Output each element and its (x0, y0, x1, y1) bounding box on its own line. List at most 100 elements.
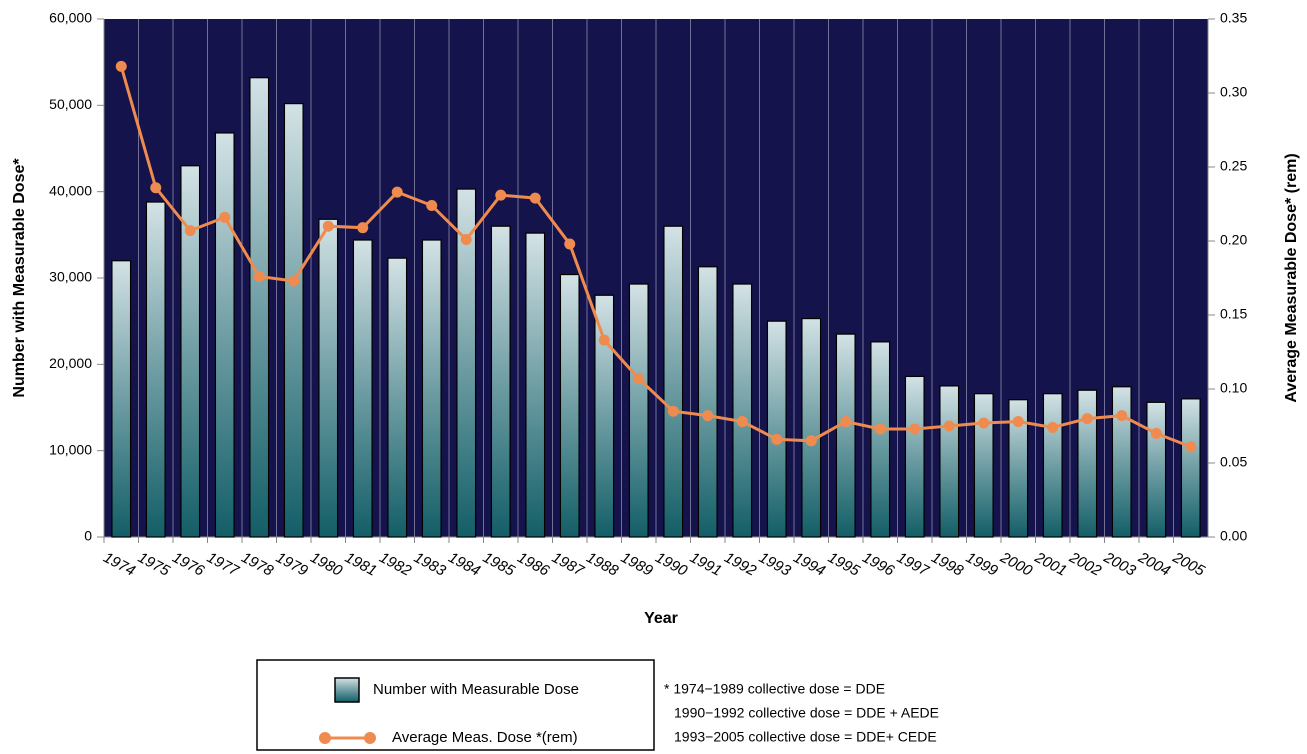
x-tick-label: 1995 (825, 549, 863, 580)
bar (835, 333, 856, 538)
bar (421, 239, 442, 538)
note: 1993−2005 collective dose = DDE+ CEDE (674, 729, 937, 745)
x-tick-label: 2002 (1066, 549, 1105, 580)
y-tick-label: 20,000 (49, 355, 92, 371)
legend-marker (319, 732, 331, 744)
y-axis-title: Number with Measurable Dose* (11, 158, 28, 398)
point (1185, 441, 1197, 453)
bar (1146, 401, 1167, 538)
x-tick-label: 1996 (860, 549, 898, 580)
bar (663, 225, 684, 538)
bar (249, 77, 270, 538)
note: * 1974−1989 collective dose = DDE (664, 681, 885, 697)
x-tick-label: 1985 (480, 549, 518, 580)
x-tick-label: 1986 (515, 549, 553, 580)
point (909, 423, 921, 435)
bar (283, 103, 304, 538)
x-tick-label: 2004 (1135, 549, 1173, 580)
x-tick-label: 2005 (1169, 549, 1208, 580)
bar (180, 165, 201, 538)
x-tick-label: 1984 (446, 549, 483, 580)
y2-tick-label: 0.05 (1220, 454, 1247, 470)
note: 1990−1992 collective dose = DDE + AEDE (674, 705, 939, 721)
point (564, 238, 576, 250)
y-tick-label: 60,000 (49, 10, 92, 26)
point (1012, 416, 1024, 428)
point (598, 334, 610, 346)
point (771, 433, 783, 445)
bar (111, 260, 132, 538)
x-tick-label: 1974 (101, 549, 138, 580)
point (1081, 413, 1093, 425)
bar (145, 201, 166, 538)
point (184, 225, 196, 237)
bar (939, 385, 960, 538)
bar (766, 320, 787, 538)
y-tick-label: 0 (84, 528, 92, 544)
point (667, 405, 679, 417)
point (1116, 410, 1128, 422)
bar (1111, 386, 1132, 538)
point (805, 435, 817, 447)
point (115, 60, 127, 72)
x-tick-label: 1975 (135, 549, 173, 580)
bar (1042, 393, 1063, 538)
point (391, 186, 403, 198)
point (219, 211, 231, 223)
point (1047, 421, 1059, 433)
y-tick-label: 30,000 (49, 269, 92, 285)
y2-tick-label: 0.35 (1220, 10, 1247, 26)
x-tick-label: 2000 (997, 549, 1036, 580)
bar (525, 232, 546, 538)
point (874, 423, 886, 435)
point (150, 182, 162, 194)
bar (1008, 399, 1029, 538)
x-axis-title: Year (644, 610, 678, 627)
x-tick-label: 1990 (653, 549, 691, 580)
x-tick-label: 1991 (687, 549, 724, 580)
y2-tick-label: 0.15 (1220, 306, 1247, 322)
x-tick-label: 2003 (1100, 549, 1139, 580)
y2-tick-label: 0.00 (1220, 528, 1247, 544)
x-tick-label: 1993 (756, 549, 794, 580)
x-tick-label: 1983 (411, 549, 449, 580)
point (943, 420, 955, 432)
bar (1077, 389, 1098, 538)
point (840, 416, 852, 428)
legend-marker (364, 732, 376, 744)
x-tick-label: 1999 (963, 549, 1001, 580)
line (119, 65, 1192, 449)
x-tick-label: 1977 (204, 549, 242, 580)
bar (697, 266, 718, 538)
bar (318, 218, 339, 538)
x-tick-label: 1976 (170, 549, 208, 580)
bar (732, 283, 753, 538)
point (529, 192, 541, 204)
point (288, 275, 300, 287)
point (1150, 427, 1162, 439)
point (253, 271, 265, 283)
x-tick-label: 2001 (1031, 549, 1069, 580)
x-tick-label: 1981 (342, 549, 379, 580)
x-tick-label: 1982 (377, 549, 415, 580)
point (978, 417, 990, 429)
bar (352, 239, 373, 538)
x-tick-label: 1987 (549, 549, 587, 580)
bar (387, 257, 408, 538)
y2-tick-label: 0.10 (1220, 380, 1247, 396)
x-tick-label: 1978 (239, 549, 277, 580)
y2-axis-title: Average Measurable Dose* (rem) (1283, 153, 1300, 402)
bar (628, 283, 649, 538)
bar (973, 393, 994, 538)
y-tick-label: 50,000 (49, 96, 92, 112)
legend-label: Number with Measurable Dose (373, 681, 579, 698)
bar (559, 273, 580, 538)
bar (214, 132, 235, 538)
y2-tick-label: 0.25 (1220, 158, 1247, 174)
x-tick-label: 1988 (584, 549, 622, 580)
legend-label: Average Meas. Dose *(rem) (392, 729, 578, 746)
bar (904, 375, 925, 538)
x-tick-label: 1992 (722, 549, 760, 580)
bar (490, 225, 511, 538)
bar (594, 294, 615, 538)
